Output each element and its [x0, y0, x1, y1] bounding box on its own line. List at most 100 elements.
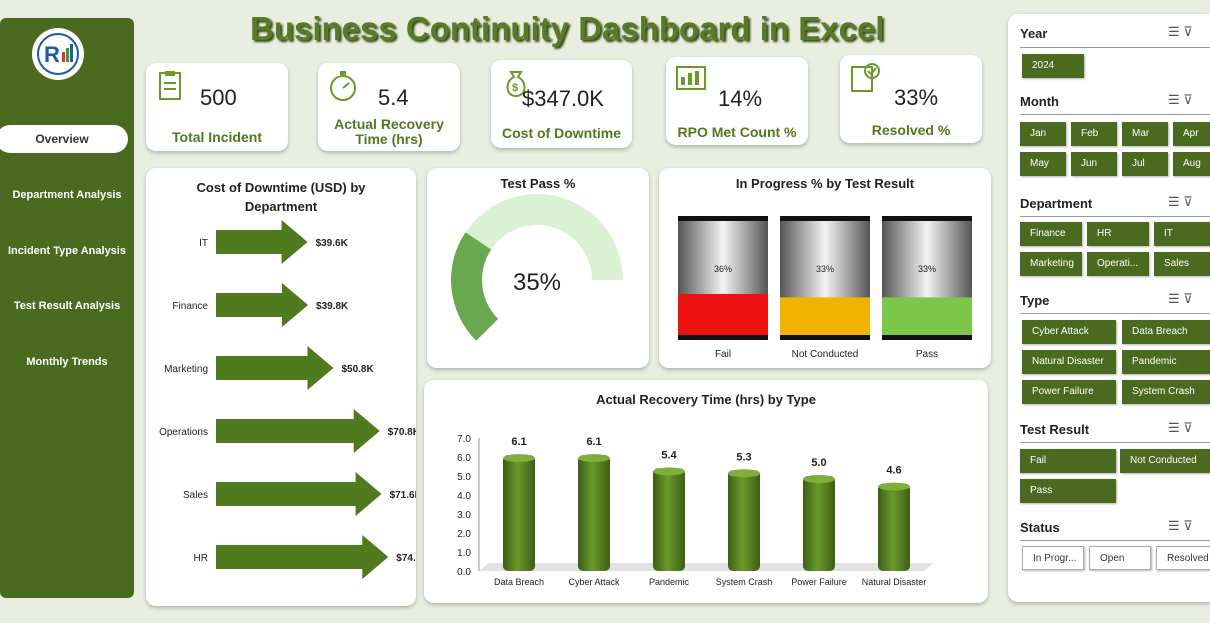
slicer-item-test-result[interactable]: Pass: [1020, 479, 1116, 503]
kpi-label: Actual Recovery Time (hrs): [334, 116, 444, 147]
recovery-bar: 5.4 Pandemic: [649, 449, 690, 587]
kpi-label: Cost of Downtime: [502, 125, 621, 141]
nav-department-analysis[interactable]: Department Analysis: [12, 189, 122, 201]
recovery-card: Actual Recovery Time (hrs) by Type 0.0 1.…: [424, 380, 988, 603]
stopwatch-icon: [330, 71, 356, 101]
slicer-item-status[interactable]: Resolved: [1156, 546, 1210, 570]
slicer-item-department[interactable]: Marketing: [1020, 252, 1082, 276]
recovery-bar: 6.1 Cyber Attack: [568, 436, 620, 587]
data-label: $74.5K: [396, 553, 416, 564]
slicer-title-year: Year: [1020, 26, 1048, 41]
data-label: 5.4: [661, 449, 677, 461]
downtime-bar: [216, 535, 389, 579]
y-tick-label: 5.0: [457, 472, 471, 483]
recovery-bar: 6.1 Data Breach: [494, 436, 544, 587]
category-label: IT: [199, 238, 208, 249]
fill-bar: [678, 293, 768, 335]
multi-select-icon[interactable]: ☰: [1168, 92, 1180, 107]
clear-filter-icon[interactable]: ⊽: [1183, 291, 1193, 306]
data-label: 5.3: [736, 451, 751, 463]
slicer-title-status: Status: [1020, 520, 1060, 535]
slicer-item-type[interactable]: System Crash: [1122, 380, 1210, 404]
slicer-item-type[interactable]: Natural Disaster: [1022, 350, 1116, 374]
multi-select-icon[interactable]: ☰: [1168, 24, 1180, 39]
slicer-panel: Year ☰ ⊽ 2024 Month ☰ ⊽ Jan Feb Mar Apr May J…: [1008, 14, 1210, 602]
clear-filter-icon[interactable]: ⊽: [1183, 420, 1193, 435]
multi-select-icon[interactable]: ☰: [1168, 420, 1180, 435]
slicer-item-status[interactable]: In Progr...: [1022, 546, 1084, 570]
result-column: 33% Not Conducted: [780, 216, 870, 360]
slicer-item-department[interactable]: IT: [1154, 222, 1210, 246]
y-tick-label: 0.0: [457, 567, 471, 578]
recovery-bar: 5.3 System Crash: [716, 451, 773, 587]
slicer-title-month: Month: [1020, 94, 1059, 109]
data-label: 33%: [816, 264, 834, 274]
slicer-item-status[interactable]: Open: [1089, 546, 1151, 570]
slicer-title-department: Department: [1020, 196, 1093, 211]
kpi-value: 5.4: [378, 85, 409, 110]
chart-title: Actual Recovery Time (hrs) by Type: [596, 392, 816, 407]
nav-test-result-analysis[interactable]: Test Result Analysis: [13, 300, 121, 312]
category-label: Sales: [183, 490, 208, 501]
nav-monthly-trends[interactable]: Monthly Trends: [26, 356, 108, 368]
slicer-item-type[interactable]: Cyber Attack: [1022, 320, 1116, 344]
kpi-rpo-met: 14% RPO Met Count %: [666, 57, 808, 145]
clear-filter-icon[interactable]: ⊽: [1183, 24, 1193, 39]
nav-overview[interactable]: Overview: [0, 125, 128, 153]
kpi-resolved: 33% Resolved %: [840, 55, 982, 143]
company-logo: R: [32, 28, 84, 80]
category-label: Finance: [172, 301, 208, 312]
downtime-bar: [216, 409, 380, 453]
slicer-item-month[interactable]: Jun: [1071, 152, 1117, 176]
test-pass-gauge: 35%: [451, 193, 623, 341]
slicer-item-type[interactable]: Pandemic: [1122, 350, 1210, 374]
slicer-item-month[interactable]: Mar: [1122, 122, 1168, 146]
slicer-item[interactable]: 2024: [1022, 54, 1084, 78]
slicer-item-department[interactable]: HR: [1087, 222, 1149, 246]
result-column: 36% Fail: [678, 216, 768, 360]
arrow-bar: [216, 409, 380, 453]
fill-bar: [882, 297, 972, 335]
category-label: Fail: [715, 349, 731, 360]
category-label: Not Conducted: [792, 349, 859, 360]
multi-select-icon[interactable]: ☰: [1168, 194, 1180, 209]
arrow-bar: [216, 472, 382, 516]
slicer-item-month[interactable]: Jul: [1122, 152, 1168, 176]
downtime-bar: [216, 283, 309, 327]
kpi-recovery-time: 5.4 Actual Recovery Time (hrs): [318, 63, 460, 151]
svg-text:R: R: [44, 42, 60, 67]
clear-filter-icon[interactable]: ⊽: [1183, 92, 1193, 107]
kpi-value: 33%: [894, 85, 939, 110]
arrow-bar: [216, 220, 308, 264]
slicer-item-type[interactable]: Data Breach: [1122, 320, 1210, 344]
data-label: 33%: [918, 264, 936, 274]
slicer-item-month[interactable]: Aug: [1173, 152, 1210, 176]
slicer-item-month[interactable]: May: [1020, 152, 1066, 176]
slicer-item-department[interactable]: Finance: [1020, 222, 1082, 246]
category-label: Data Breach: [494, 577, 544, 587]
slicer-item-type[interactable]: Power Failure: [1022, 380, 1116, 404]
kpi-label: RPO Met Count %: [677, 124, 797, 140]
slicer-item-department[interactable]: Sales: [1154, 252, 1210, 276]
chart-title: Cost of Downtime (USD) by Department: [196, 180, 366, 214]
clear-filter-icon[interactable]: ⊽: [1183, 194, 1193, 209]
category-label: HR: [194, 553, 208, 564]
multi-select-icon[interactable]: ☰: [1168, 291, 1180, 306]
nav-incident-type-analysis[interactable]: Incident Type Analysis: [8, 245, 126, 257]
clear-filter-icon[interactable]: ⊽: [1183, 518, 1193, 533]
category-label: System Crash: [716, 577, 773, 587]
slicer-item-department[interactable]: Operati...: [1087, 252, 1149, 276]
kpi-total-incident: 500 Total Incident: [146, 63, 288, 151]
slicer-item-test-result[interactable]: Fail: [1020, 449, 1116, 473]
in-progress-chart: 36% Fail 33% Not Conducted 33% Pass: [678, 216, 972, 360]
category-label: Cyber Attack: [568, 577, 620, 587]
slicer-item-test-result[interactable]: Not Conducted: [1120, 449, 1210, 473]
gauge-fill: [451, 232, 499, 341]
slicer-item-month[interactable]: Jan: [1020, 122, 1066, 146]
slicer-item-month[interactable]: Apr: [1173, 122, 1210, 146]
category-label: Pass: [916, 349, 938, 360]
slicer-item-month[interactable]: Feb: [1071, 122, 1117, 146]
multi-select-icon[interactable]: ☰: [1168, 518, 1180, 533]
data-label: 36%: [714, 264, 732, 274]
data-label: $71.6K: [390, 490, 416, 501]
